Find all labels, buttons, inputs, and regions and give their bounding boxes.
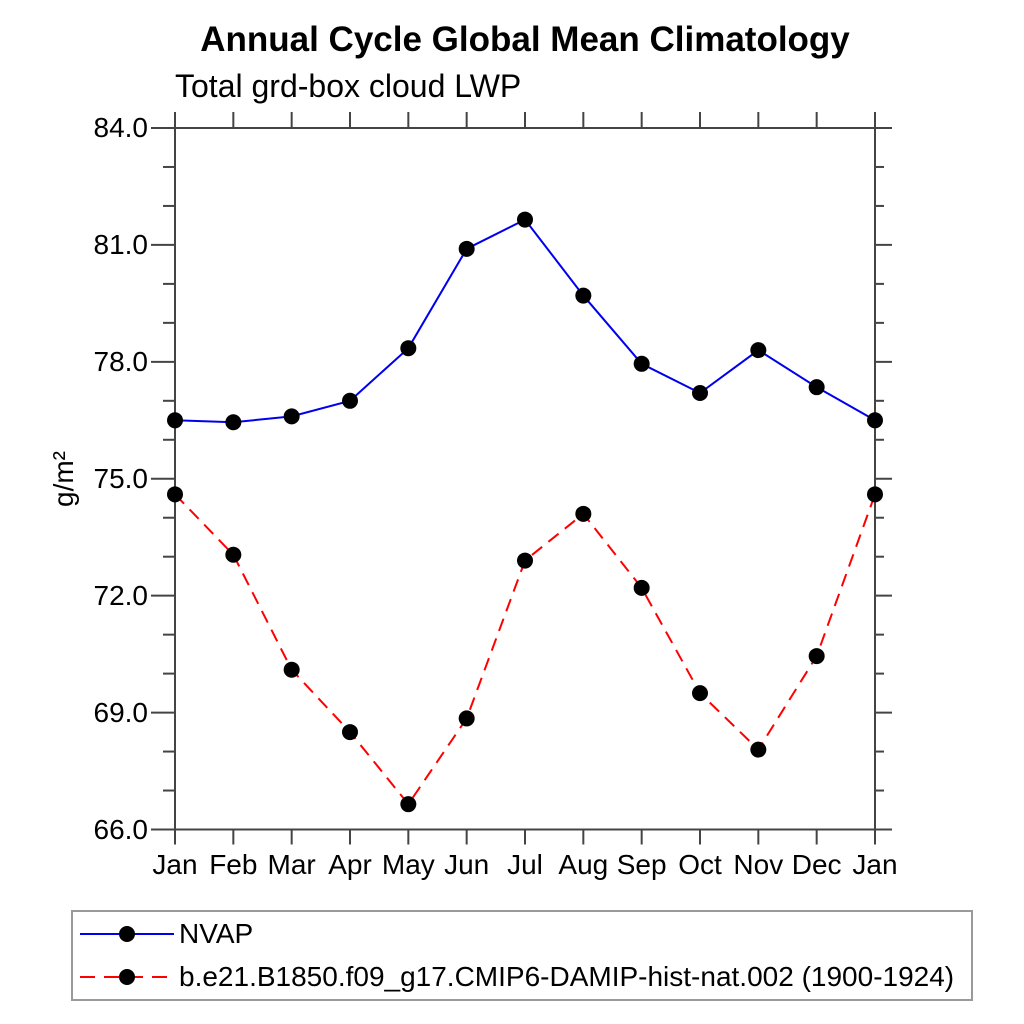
- data-point-marker: [575, 505, 592, 522]
- legend-marker: [119, 926, 135, 942]
- series-line-model: [174, 493, 876, 806]
- x-tick-label: Dec: [791, 849, 842, 880]
- data-point-marker: [633, 579, 650, 596]
- y-tick-label: 81.0: [93, 228, 149, 260]
- legend-label: b.e21.B1850.f09_g17.CMIP6-DAMIP-hist-nat…: [179, 961, 955, 992]
- legend-box: NVAP b.e21.B1850.f09_g17.CMIP6-DAMIP-hist…: [71, 910, 973, 1001]
- data-point-marker: [283, 408, 300, 425]
- legend-line-sample: [80, 926, 174, 942]
- chart-title: Annual Cycle Global Mean Climatology: [200, 20, 850, 59]
- legend-row-model: b.e21.B1850.f09_g17.CMIP6-DAMIP-hist-nat…: [73, 956, 971, 998]
- data-point-marker: [750, 342, 767, 359]
- y-tick-label: 66.0: [93, 813, 149, 845]
- y-tick-label: 84.0: [93, 112, 149, 143]
- data-point-marker: [633, 355, 650, 372]
- plot-frame: [174, 127, 876, 831]
- x-tick-label: Mar: [267, 849, 316, 880]
- x-tick-label: Feb: [209, 849, 258, 880]
- data-point-marker: [400, 340, 417, 357]
- legend-row-nvap: NVAP: [73, 913, 971, 955]
- x-tick-label: Jul: [507, 849, 543, 880]
- data-point-marker: [517, 211, 533, 228]
- series-line-nvap: [174, 218, 876, 424]
- data-point-marker: [225, 414, 242, 431]
- data-point-marker: [458, 710, 475, 727]
- data-point-marker: [692, 685, 708, 702]
- data-point-marker: [808, 379, 825, 396]
- data-point-marker: [867, 486, 883, 503]
- y-tick-label: 69.0: [93, 696, 149, 728]
- data-point-marker: [225, 546, 242, 563]
- y-tick-label: 75.0: [93, 462, 149, 494]
- data-point-marker: [342, 392, 358, 409]
- x-tick-label: Apr: [328, 849, 372, 880]
- x-tick-label: Aug: [558, 849, 609, 880]
- legend-line-sample: [80, 969, 174, 985]
- data-point-marker: [867, 412, 883, 429]
- y-tick-label: 72.0: [93, 579, 149, 611]
- legend-marker: [119, 969, 135, 985]
- data-point-marker: [808, 648, 825, 665]
- data-point-marker: [167, 412, 183, 429]
- data-point-marker: [167, 486, 183, 503]
- data-point-marker: [517, 552, 533, 569]
- x-tick-label: Jan: [152, 849, 198, 880]
- x-tick-label: Jun: [444, 849, 490, 880]
- data-point-marker: [342, 724, 358, 741]
- y-tick-label: 78.0: [93, 345, 149, 377]
- data-point-marker: [575, 287, 592, 304]
- data-point-marker: [692, 385, 708, 402]
- data-point-marker: [283, 661, 300, 678]
- x-tick-label: Oct: [678, 849, 722, 880]
- x-tick-label: Sep: [616, 849, 667, 880]
- x-tick-label: May: [381, 849, 435, 880]
- x-tick-label: Jan: [852, 849, 898, 880]
- chart-subtitle: Total grd-box cloud LWP: [175, 68, 522, 104]
- data-point-marker: [400, 796, 417, 813]
- data-point-marker: [458, 240, 475, 257]
- legend-label: NVAP: [179, 918, 254, 949]
- data-point-marker: [750, 741, 767, 758]
- x-tick-label: Nov: [733, 849, 784, 880]
